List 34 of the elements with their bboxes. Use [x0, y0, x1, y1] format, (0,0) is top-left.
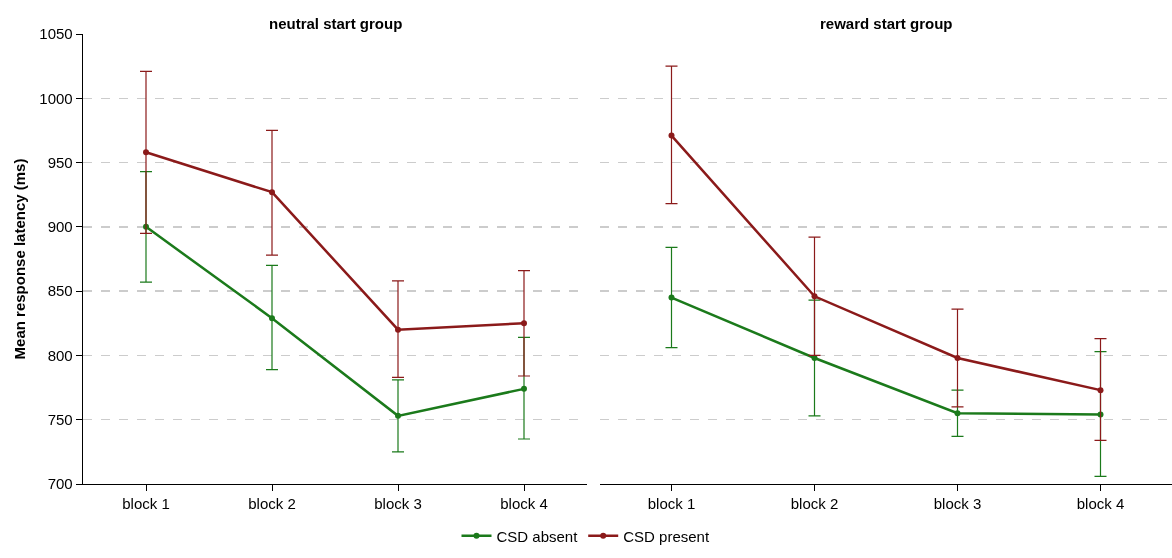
y-tick-label: 1050	[39, 25, 73, 43]
x-tick-label: block 1	[122, 495, 170, 513]
x-tick-label: block 4	[1076, 495, 1125, 513]
y-tick-label: 850	[47, 282, 73, 300]
y-tick-label: 800	[47, 346, 73, 364]
point	[954, 355, 961, 361]
x-tick-label: block 1	[647, 495, 696, 513]
point	[143, 149, 149, 156]
point	[269, 189, 275, 196]
point	[521, 320, 527, 327]
point	[668, 132, 675, 139]
point	[395, 412, 401, 419]
legend-label: CSD absent	[496, 527, 579, 545]
point	[521, 385, 527, 392]
x-tick-label: block 2	[248, 495, 296, 513]
point	[668, 294, 675, 301]
x-tick-label: block 4	[500, 495, 548, 513]
y-tick-label: 750	[47, 410, 73, 428]
x-tick-label: block 3	[933, 495, 982, 513]
y-tick-label: 1000	[39, 89, 73, 107]
x-tick-label: block 2	[790, 495, 839, 513]
point	[811, 293, 818, 300]
x-tick-label: block 3	[374, 495, 422, 513]
point	[954, 410, 961, 417]
point	[395, 326, 401, 333]
y-tick-label: 950	[47, 153, 73, 171]
chart-title: neutral start group	[269, 15, 403, 32]
chart-title: reward start group	[820, 15, 953, 32]
legend-label: CSD present	[623, 527, 710, 545]
point	[269, 315, 275, 322]
y-tick-label: 900	[47, 218, 73, 236]
y-axis-title: Mean response latency (ms)	[10, 158, 28, 360]
point	[1097, 387, 1104, 394]
y-tick-label: 700	[47, 475, 73, 493]
